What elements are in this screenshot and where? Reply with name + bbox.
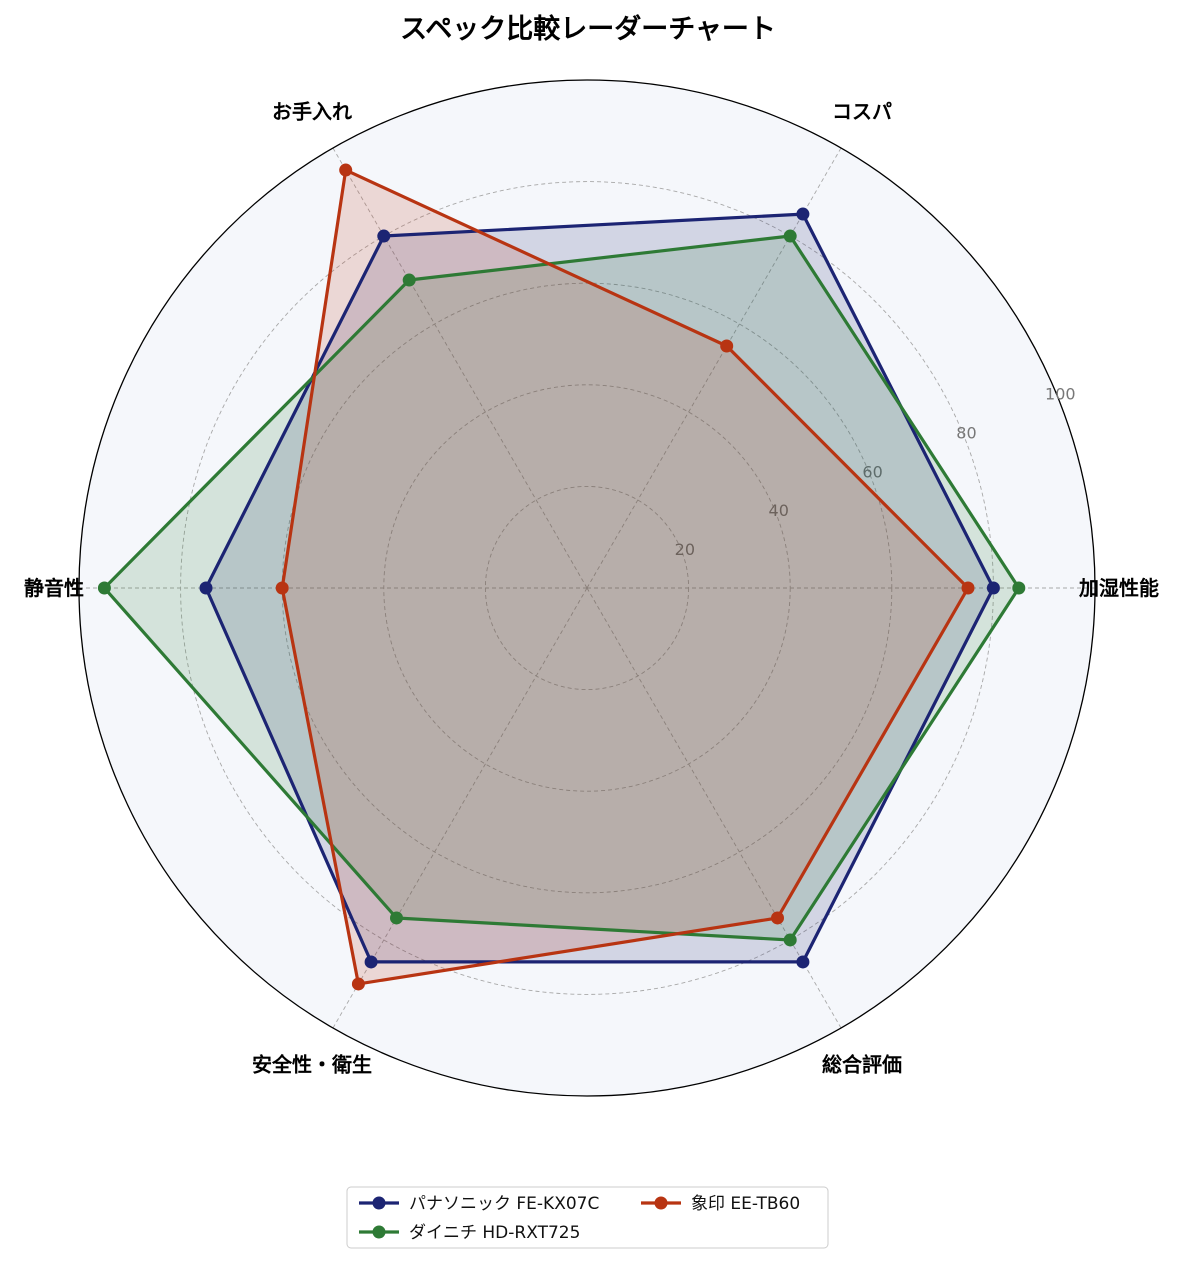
series-1-point-3 (377, 229, 391, 243)
series-fill-2 (104, 236, 1019, 940)
series-3-point-2 (720, 339, 734, 353)
axis-label-2: コスパ (832, 100, 892, 124)
axis-label-1: 加湿性能 (1078, 576, 1159, 600)
legend-box (346, 1186, 829, 1249)
tick-label-20: 20 (675, 540, 695, 559)
series-fill-1 (206, 214, 994, 962)
series-3-point-5 (351, 977, 365, 991)
axis-label-4: 静音性 (24, 576, 84, 600)
legend-label-2: ダイニチ HD-RXT725 (409, 1223, 580, 1243)
series-1-point-6 (796, 955, 810, 969)
series-2-point-3 (402, 273, 416, 287)
series-2-point-2 (783, 229, 797, 243)
axis-label-3: お手入れ (272, 100, 352, 124)
tick-label-40: 40 (769, 501, 789, 520)
plot-frame (78, 79, 1096, 1097)
series-3-point-6 (771, 911, 784, 925)
legend-marker-3 (654, 1196, 668, 1210)
series-2-point-1 (1012, 581, 1026, 595)
series-2-point-4 (97, 581, 111, 595)
series-3-point-4 (275, 581, 289, 595)
legend: パナソニック FE-KX07C ダイニチ HD-RXT725 象印 EE-TB60 (346, 1186, 829, 1249)
axis-label-5: 安全性・衛生 (252, 1052, 372, 1076)
tick-label-100: 100 (1045, 385, 1076, 404)
series-1-point-5 (364, 955, 378, 969)
legend-label-1: パナソニック FE-KX07C (409, 1194, 599, 1214)
legend-label-3: 象印 EE-TB60 (691, 1194, 800, 1214)
series-3-point-3 (339, 163, 353, 177)
series-fill-3 (282, 170, 968, 984)
series-2-point-6 (783, 933, 797, 947)
spoke-2 (586, 147, 842, 589)
tick-label-60: 60 (862, 462, 882, 481)
legend-marker-2 (372, 1225, 386, 1239)
tick-label-80: 80 (956, 423, 976, 442)
spoke-6 (586, 587, 842, 1029)
chart-title: スペック比較レーダーチャート (400, 13, 776, 45)
series-2-point-5 (390, 911, 403, 925)
series-1-point-1 (986, 581, 1000, 595)
spoke-5 (332, 587, 588, 1029)
series-1-point-2 (796, 207, 810, 221)
series-1-point-4 (199, 581, 213, 595)
axis-label-6: 総合評価 (822, 1052, 902, 1076)
legend-marker-1 (372, 1196, 386, 1210)
spoke-3 (332, 147, 588, 589)
series-3-point-1 (961, 581, 975, 595)
